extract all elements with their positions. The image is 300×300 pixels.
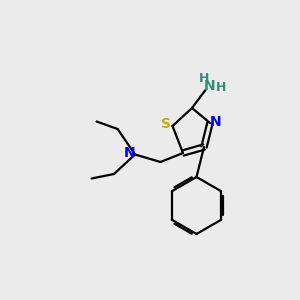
Text: S: S xyxy=(161,117,171,130)
Text: N: N xyxy=(210,115,222,128)
Text: H: H xyxy=(216,81,226,94)
Text: N: N xyxy=(203,79,215,92)
Text: H: H xyxy=(199,72,209,85)
Text: N: N xyxy=(124,146,135,160)
